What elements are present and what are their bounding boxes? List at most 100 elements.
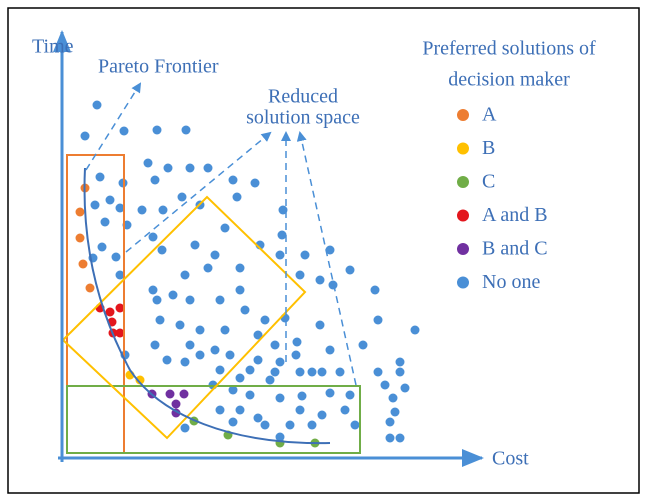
point xyxy=(180,423,190,433)
point xyxy=(253,355,263,365)
x-axis-label: Cost xyxy=(492,448,529,470)
reduced-label: Reduced xyxy=(268,86,338,108)
point xyxy=(235,285,245,295)
point xyxy=(245,365,255,375)
point xyxy=(270,340,280,350)
point xyxy=(185,340,195,350)
point xyxy=(395,357,405,367)
region-a xyxy=(66,154,125,454)
legend-marker xyxy=(457,276,469,289)
point xyxy=(228,417,238,427)
point xyxy=(75,233,85,243)
point xyxy=(162,355,172,365)
point xyxy=(152,125,162,135)
point xyxy=(370,285,380,295)
legend-title: decision maker xyxy=(448,69,570,91)
point xyxy=(358,340,368,350)
point xyxy=(215,295,225,305)
point xyxy=(105,195,115,205)
point xyxy=(180,270,190,280)
pareto-label: Pareto Frontier xyxy=(98,56,219,78)
point xyxy=(80,131,90,141)
point xyxy=(275,357,285,367)
legend-title: Preferred solutions of xyxy=(422,38,596,60)
point xyxy=(181,125,191,135)
point xyxy=(325,245,335,255)
point xyxy=(171,399,181,409)
point xyxy=(285,420,295,430)
legend-marker xyxy=(457,243,469,255)
frame xyxy=(7,7,640,494)
point xyxy=(277,230,287,240)
y-axis-label: Time xyxy=(32,36,74,58)
point xyxy=(228,175,238,185)
point xyxy=(315,275,325,285)
point xyxy=(143,158,153,168)
point xyxy=(315,320,325,330)
reduced-arrow xyxy=(125,131,272,253)
legend-marker xyxy=(457,109,469,121)
point xyxy=(253,413,263,423)
point xyxy=(215,405,225,415)
point xyxy=(388,393,398,403)
point xyxy=(75,207,85,217)
point xyxy=(185,163,195,173)
legend-label: A xyxy=(482,104,497,126)
point xyxy=(95,172,105,182)
point xyxy=(190,240,200,250)
point xyxy=(385,417,395,427)
point xyxy=(395,367,405,377)
point xyxy=(148,232,158,242)
point xyxy=(135,375,145,385)
point xyxy=(380,380,390,390)
point xyxy=(235,373,245,383)
point xyxy=(295,405,305,415)
point xyxy=(85,283,95,293)
point xyxy=(157,245,167,255)
point xyxy=(195,350,205,360)
point xyxy=(148,285,158,295)
point xyxy=(395,433,405,443)
point xyxy=(115,328,125,338)
region-c xyxy=(66,385,361,454)
point xyxy=(203,163,213,173)
point xyxy=(150,175,160,185)
point xyxy=(270,367,280,377)
point xyxy=(220,325,230,335)
legend-marker xyxy=(457,209,469,222)
legend-label: A and B xyxy=(482,204,548,226)
point xyxy=(295,367,305,377)
point xyxy=(115,270,125,280)
point xyxy=(100,217,110,227)
point xyxy=(78,259,88,269)
point xyxy=(335,367,345,377)
point xyxy=(390,407,400,417)
point xyxy=(245,390,255,400)
pareto-arrow xyxy=(85,82,142,171)
point xyxy=(210,345,220,355)
point xyxy=(260,420,270,430)
point xyxy=(385,433,395,443)
point xyxy=(292,337,302,347)
point xyxy=(97,242,107,252)
point xyxy=(275,250,285,260)
point xyxy=(240,305,250,315)
point xyxy=(179,389,189,399)
point xyxy=(300,250,310,260)
point xyxy=(180,357,190,367)
point xyxy=(155,315,165,325)
point xyxy=(317,367,327,377)
point xyxy=(340,405,350,415)
point xyxy=(373,315,383,325)
point xyxy=(185,295,195,305)
point xyxy=(265,375,275,385)
point xyxy=(235,263,245,273)
point xyxy=(225,350,235,360)
point xyxy=(115,303,125,313)
legend-label: C xyxy=(482,171,495,193)
region-b xyxy=(61,195,307,440)
point xyxy=(275,432,285,442)
point xyxy=(210,250,220,260)
point xyxy=(373,367,383,377)
point xyxy=(150,340,160,350)
